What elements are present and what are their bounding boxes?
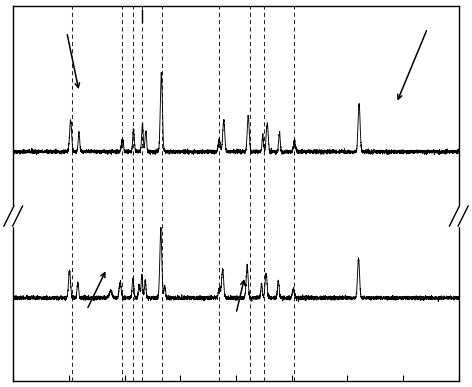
Bar [451,206,466,226]
Bar [6,206,21,226]
